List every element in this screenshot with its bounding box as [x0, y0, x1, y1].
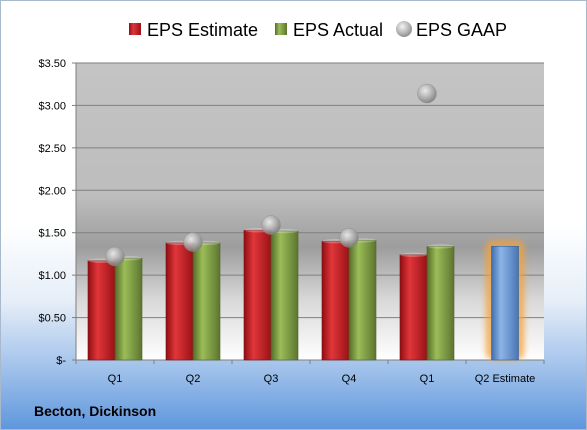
- eps-estimate-bar: [243, 229, 272, 361]
- legend-eps-actual-swatch: [275, 23, 287, 35]
- gaap-points: [105, 83, 437, 267]
- legend-eps-gaap-label: EPS GAAP: [416, 20, 507, 40]
- y-tick-label: $0.50: [38, 313, 66, 325]
- eps-gaap-point: [105, 246, 125, 267]
- legend-eps-estimate-label: EPS Estimate: [147, 20, 258, 40]
- company-name: Becton, Dickinson: [34, 403, 157, 419]
- gridlines: [76, 62, 544, 361]
- eps-estimate-bar: [87, 260, 116, 361]
- eps-estimate-bar-top: [400, 252, 427, 257]
- eps-actual-bar: [270, 230, 299, 361]
- x-tick-label: Q3: [264, 373, 279, 385]
- y-tick-label: $1.50: [38, 228, 66, 240]
- x-axis: Q1 Q2 Q3 Q4 Q1 Q2 Estimate: [75, 359, 545, 385]
- x-tick-label: Q4: [342, 373, 357, 385]
- eps-actual-bar: [426, 245, 455, 361]
- x-tick-label: Q2: [186, 373, 201, 385]
- y-tick-label: $2.50: [38, 143, 66, 155]
- legend-eps-actual-label: EPS Actual: [293, 20, 383, 40]
- eps-actual-bar: [114, 257, 143, 361]
- eps-estimate-bar: [399, 254, 428, 361]
- y-tick-label: $1.00: [38, 270, 66, 282]
- eps-gaap-point: [339, 228, 359, 248]
- y-tick-label: $3.00: [38, 100, 66, 112]
- eps-estimate-bar: [321, 240, 350, 361]
- plot-area: [76, 63, 544, 360]
- eps-gaap-point: [261, 215, 281, 235]
- x-tick-label: Q2 Estimate: [475, 373, 536, 385]
- legend: EPS Estimate EPS Actual EPS GAAP: [129, 20, 507, 40]
- y-tick-label: $2.00: [38, 185, 66, 197]
- bars: [87, 227, 525, 361]
- q2-estimate-bar: [491, 245, 519, 361]
- legend-eps-gaap-swatch: [396, 21, 412, 37]
- eps-gaap-point: [417, 83, 437, 104]
- y-tick-label: $-: [56, 355, 66, 367]
- eps-estimate-bar: [165, 242, 194, 361]
- legend-eps-estimate-swatch: [129, 23, 141, 35]
- x-tick-label: Q1: [108, 373, 123, 385]
- eps-actual-bar-top: [427, 244, 454, 249]
- y-tick-label: $3.50: [38, 58, 66, 70]
- eps-gaap-point: [183, 232, 203, 252]
- eps-actual-bar: [192, 242, 221, 361]
- y-axis: $- $0.50 $1.00 $1.50 $2.00 $2.50 $3.00 $3.50: [38, 58, 77, 367]
- eps-actual-bar: [348, 240, 377, 361]
- x-tick-label: Q1: [420, 373, 435, 385]
